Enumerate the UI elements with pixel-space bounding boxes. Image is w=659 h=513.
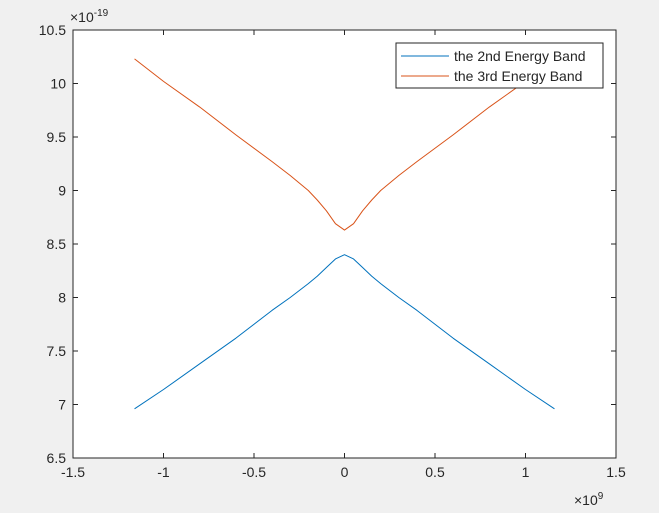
x-tick-label: 0.5 xyxy=(425,464,445,480)
x-tick-label: 0 xyxy=(341,464,349,480)
x-tick-label: 1 xyxy=(522,464,530,480)
x-tick-label: -1 xyxy=(157,464,170,480)
x-tick-label: -0.5 xyxy=(242,464,266,480)
y-tick-label: 7 xyxy=(58,397,66,413)
legend-label-2nd-band: the 2nd Energy Band xyxy=(454,48,586,64)
legend[interactable]: the 2nd Energy Band the 3rd Energy Band xyxy=(395,42,604,89)
y-tick-label: 10 xyxy=(50,76,66,92)
legend-label-3rd-band: the 3rd Energy Band xyxy=(454,68,582,84)
x-exponent-label: ×109 xyxy=(574,491,604,508)
plot-area xyxy=(73,30,616,458)
y-exponent-base: ×10 xyxy=(70,9,94,25)
y-tick-label: 8.5 xyxy=(47,236,67,252)
x-exponent-power: 9 xyxy=(598,491,604,502)
y-tick-label: 9.5 xyxy=(47,129,67,145)
y-tick-label: 6.5 xyxy=(47,450,67,466)
x-tick-label: 1.5 xyxy=(606,464,626,480)
y-tick-label: 9 xyxy=(58,183,66,199)
x-exponent-base: ×10 xyxy=(574,492,598,508)
series-layer xyxy=(134,58,555,410)
legend-box xyxy=(395,42,604,89)
y-axis: 6.5 7 7.5 8 8.5 9 9.5 10 10.5 xyxy=(39,22,616,466)
x-tick-label: -1.5 xyxy=(61,464,85,480)
y-tick-label: 7.5 xyxy=(47,343,67,359)
series-line-2nd-band xyxy=(134,254,555,410)
y-tick-label: 10.5 xyxy=(39,22,66,38)
y-exponent-label: ×10-19 xyxy=(70,8,109,25)
series-line-3rd-band xyxy=(134,58,555,231)
y-exponent-power: -19 xyxy=(94,8,109,19)
y-tick-label: 8 xyxy=(58,290,66,306)
x-axis: -1.5 -1 -0.5 0 0.5 1 1.5 xyxy=(61,30,626,480)
